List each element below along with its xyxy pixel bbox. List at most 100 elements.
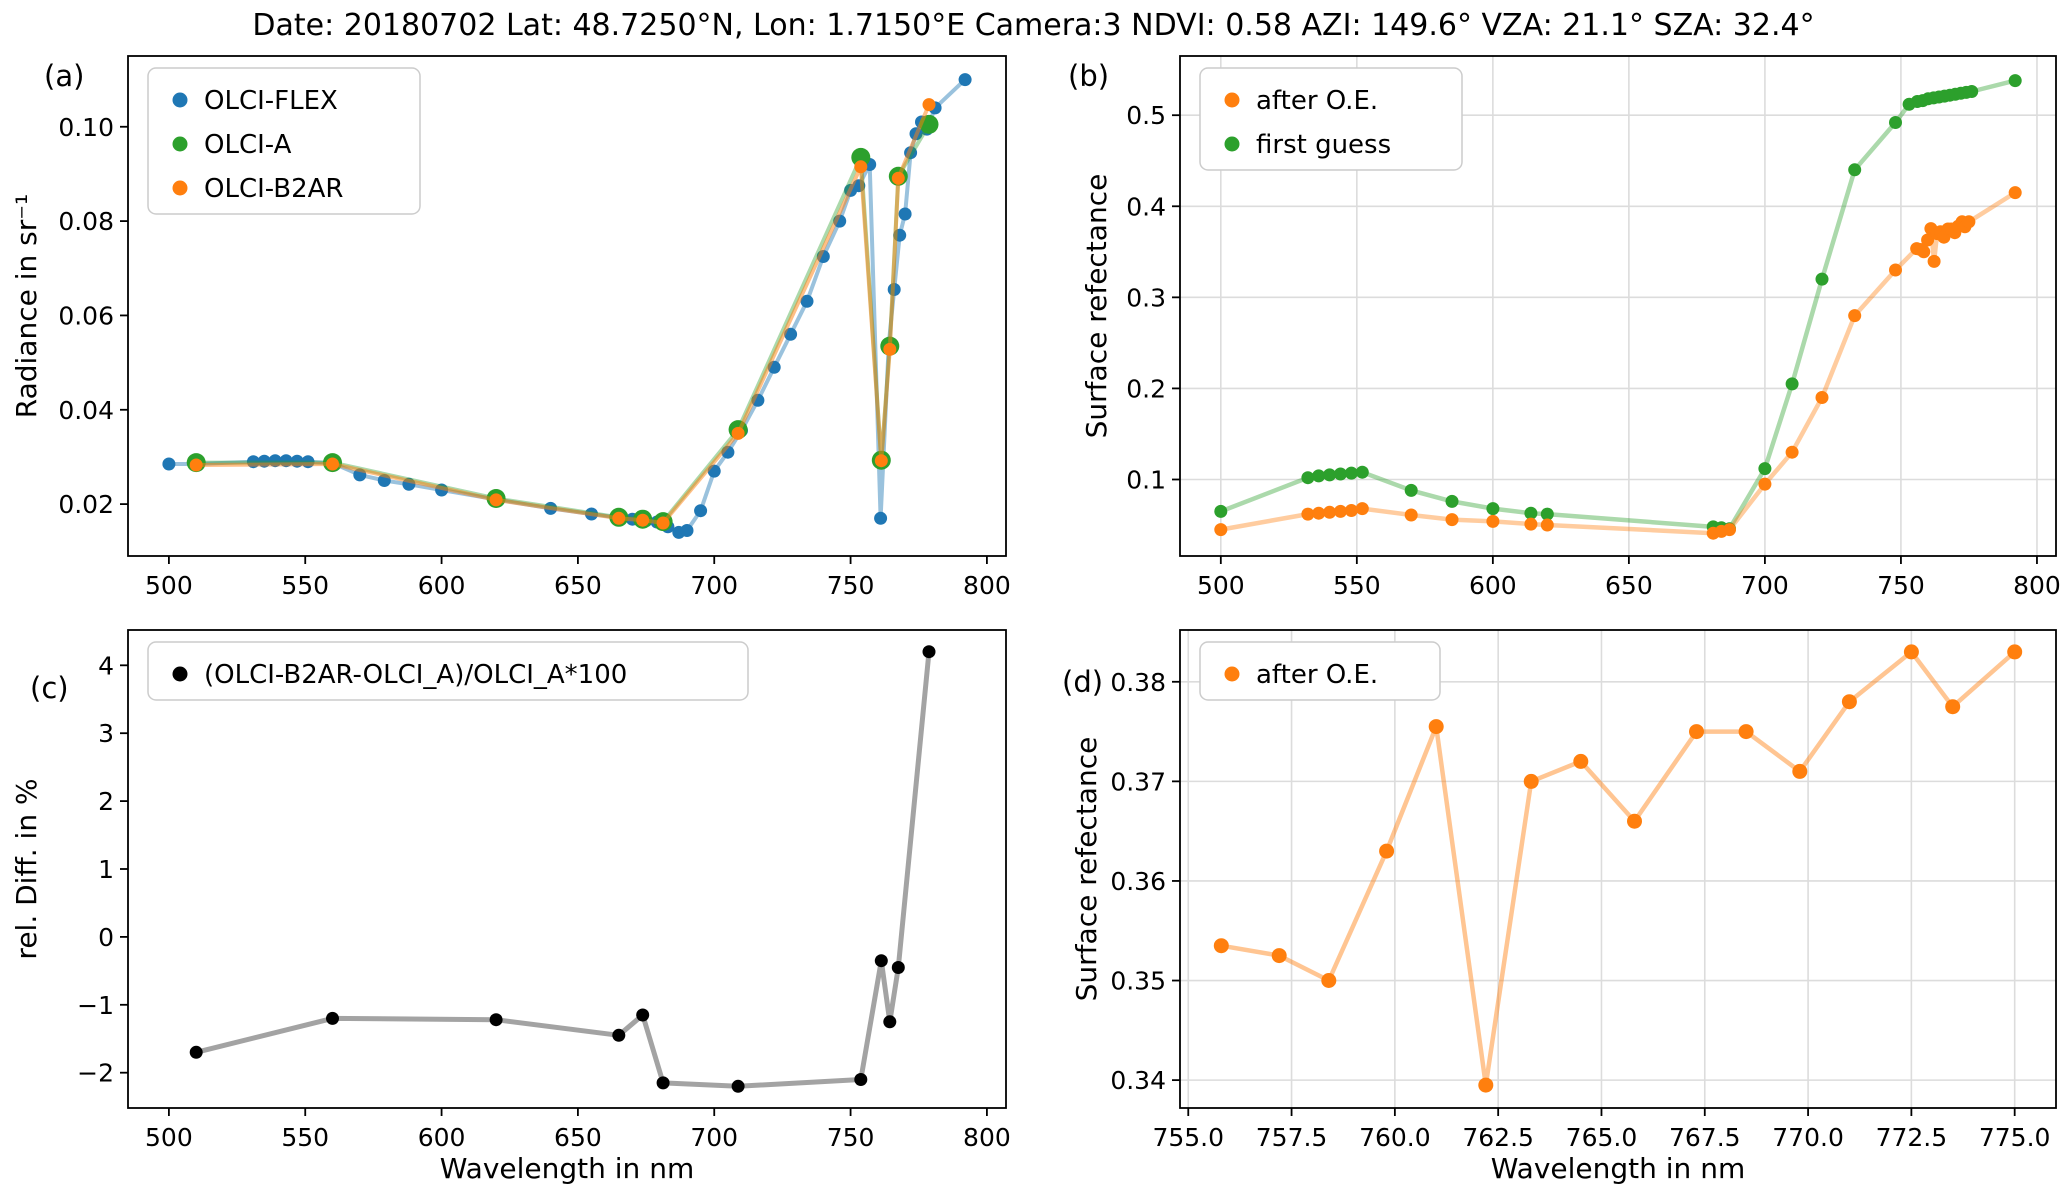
data-point bbox=[1758, 477, 1772, 491]
data-point bbox=[1301, 471, 1315, 485]
data-point bbox=[1445, 513, 1459, 527]
y-tick-label: 0.08 bbox=[58, 207, 114, 236]
x-tick-label: 650 bbox=[554, 1123, 602, 1152]
legend-label: (OLCI-B2AR-OLCI_A)/OLCI_A*100 bbox=[204, 660, 627, 690]
data-point bbox=[1785, 377, 1799, 391]
y-axis-label: rel. Diff. in % bbox=[10, 778, 43, 959]
data-point bbox=[1404, 508, 1418, 522]
data-point bbox=[680, 524, 694, 537]
data-point bbox=[1321, 973, 1337, 988]
data-point bbox=[1848, 163, 1862, 177]
data-point bbox=[1792, 763, 1808, 779]
data-point bbox=[1334, 467, 1347, 481]
panel-c: 500 550 600 650 700 750 800 −2 −1 0 1 2 3 4 rel. Diff.… bbox=[10, 629, 1011, 1185]
legend-b: after O.E. first guess bbox=[1199, 67, 1463, 171]
x-axis-label: Wavelength in nm bbox=[440, 1152, 694, 1185]
data-point bbox=[489, 493, 503, 507]
x-tick-label: 550 bbox=[281, 571, 329, 600]
data-point bbox=[1301, 507, 1315, 521]
series-rel-diff bbox=[189, 645, 936, 1093]
x-tick-label: 500 bbox=[145, 571, 193, 600]
data-point bbox=[1334, 504, 1347, 518]
data-point bbox=[1738, 724, 1754, 740]
x-tick-label: 650 bbox=[554, 571, 602, 600]
data-point bbox=[2008, 186, 2022, 200]
data-point bbox=[612, 1028, 626, 1042]
y-axis-label: Surface refectance bbox=[1070, 737, 1103, 1002]
y-tick-label: 0.36 bbox=[1110, 867, 1166, 896]
data-point bbox=[731, 1079, 745, 1093]
y-tick-label: 0.06 bbox=[58, 301, 114, 330]
figure-title: Date: 20180702 Lat: 48.7250°N, Lon: 1.71… bbox=[252, 8, 1815, 43]
data-point bbox=[1323, 468, 1337, 482]
data-point bbox=[1689, 724, 1704, 740]
data-point bbox=[1478, 1077, 1494, 1093]
y-tick-label: 0 bbox=[98, 923, 114, 952]
x-tick-label: 770.0 bbox=[1772, 1123, 1844, 1152]
x-tick-label: 750 bbox=[827, 571, 875, 600]
data-point bbox=[1523, 773, 1539, 789]
data-point bbox=[1903, 644, 1919, 660]
y-tick-label: 0.04 bbox=[58, 396, 114, 425]
x-tick-label: 755.0 bbox=[1152, 1123, 1224, 1152]
data-point bbox=[1214, 504, 1228, 518]
y-tick-label: 0.35 bbox=[1110, 967, 1166, 996]
legend-label: after O.E. bbox=[1256, 86, 1378, 116]
data-point bbox=[731, 426, 745, 440]
data-point bbox=[874, 511, 888, 525]
legend-label: after O.E. bbox=[1256, 660, 1378, 690]
x-tick-label: 750 bbox=[827, 1123, 875, 1152]
axes-frame bbox=[1179, 629, 2057, 1109]
x-tick-label: 700 bbox=[690, 1123, 738, 1152]
data-point bbox=[1573, 753, 1589, 769]
data-point bbox=[489, 1013, 503, 1027]
series-olci-b2ar bbox=[189, 98, 936, 530]
data-point bbox=[1355, 502, 1369, 516]
y-tick-label: 0.1 bbox=[1126, 465, 1166, 494]
x-tick-label: 760.0 bbox=[1359, 1123, 1431, 1152]
data-point bbox=[656, 1076, 670, 1090]
panel-label: (c) bbox=[30, 671, 69, 705]
x-axis-label: Wavelength in nm bbox=[1491, 1152, 1745, 1185]
data-point bbox=[1486, 502, 1500, 516]
data-point bbox=[1445, 494, 1459, 508]
data-point bbox=[1848, 309, 1862, 323]
x-tick-label: 500 bbox=[145, 1123, 193, 1152]
legend-marker bbox=[1224, 136, 1240, 152]
y-tick-label: 2 bbox=[98, 787, 114, 816]
y-tick-label: 4 bbox=[98, 651, 114, 680]
data-point bbox=[1524, 517, 1538, 531]
data-point bbox=[922, 98, 936, 112]
legend-a: OLCI-FLEX OLCI-A OLCI-B2AR bbox=[147, 67, 421, 215]
data-point bbox=[1428, 719, 1444, 735]
panel-label: (d) bbox=[1062, 665, 1103, 699]
y-tick-label: 3 bbox=[98, 719, 114, 748]
y-tick-label: 0.02 bbox=[58, 490, 114, 519]
data-point bbox=[1889, 263, 1902, 277]
y-axis-label: Radiance in sr⁻¹ bbox=[10, 194, 43, 419]
x-tick-label: 800 bbox=[963, 571, 1011, 600]
series-after-o-e- bbox=[1213, 644, 2023, 1093]
legend-marker bbox=[1224, 92, 1240, 108]
x-tick-label: 757.5 bbox=[1256, 1123, 1328, 1152]
data-point bbox=[1917, 245, 1931, 259]
legend-marker bbox=[172, 666, 188, 682]
data-point bbox=[1841, 694, 1857, 710]
data-point bbox=[1723, 523, 1736, 537]
data-point bbox=[1214, 523, 1228, 537]
data-point bbox=[1213, 938, 1229, 954]
y-tick-label: 0.34 bbox=[1110, 1066, 1166, 1095]
y-tick-label: 1 bbox=[98, 855, 114, 884]
legend-label: first guess bbox=[1256, 130, 1391, 160]
data-point bbox=[1344, 466, 1358, 480]
legend-label: OLCI-B2AR bbox=[204, 174, 343, 204]
x-tick-label: 550 bbox=[281, 1123, 329, 1152]
data-point bbox=[1355, 465, 1369, 479]
x-tick-label: 700 bbox=[690, 571, 738, 600]
x-tick-label: 650 bbox=[1605, 571, 1653, 600]
y-tick-label: 0.4 bbox=[1126, 192, 1166, 221]
x-tick-label: 800 bbox=[963, 1123, 1011, 1152]
legend-d: after O.E. bbox=[1199, 641, 1441, 701]
y-tick-label: 0.2 bbox=[1126, 374, 1166, 403]
